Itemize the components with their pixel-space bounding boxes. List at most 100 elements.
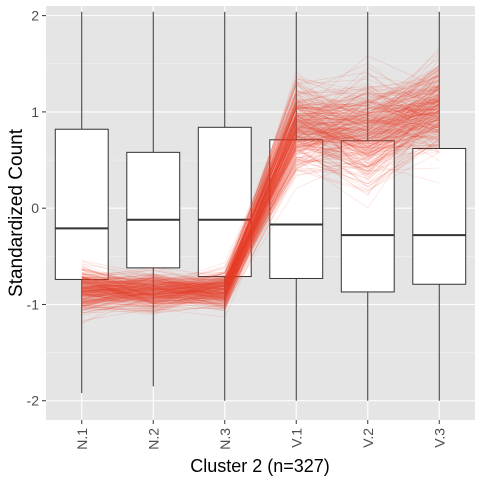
profile-line: [81, 101, 440, 304]
profile-line: [81, 127, 440, 305]
profile-line: [81, 65, 440, 283]
profile-line: [81, 83, 440, 295]
profile-line: [81, 112, 440, 301]
profile-line: [81, 126, 440, 305]
x-tick-label: N.2: [145, 428, 161, 450]
profile-line: [81, 78, 440, 293]
profile-line: [81, 101, 440, 289]
profile-line: [81, 98, 440, 299]
profile-line: [81, 132, 440, 302]
profile-line: [81, 104, 440, 299]
profile-line: [81, 104, 440, 292]
profile-line: [81, 102, 440, 303]
profile-line: [81, 98, 440, 310]
profile-line: [81, 82, 440, 301]
profile-line: [81, 107, 440, 292]
profile-line: [81, 136, 440, 314]
profile-line: [81, 75, 440, 290]
profile-line: [81, 99, 440, 291]
profile-line: [81, 95, 440, 311]
profile-line: [81, 108, 440, 300]
profile-line: [81, 89, 440, 290]
profile-line: [81, 91, 440, 305]
profile-line: [81, 121, 440, 293]
profile-line: [81, 117, 440, 324]
profile-line: [81, 106, 440, 282]
profile-line: [81, 87, 440, 298]
profile-line: [81, 118, 440, 311]
x-tick-label: V.3: [431, 428, 447, 448]
profile-line: [81, 118, 440, 303]
profile-line: [81, 116, 440, 303]
profile-line: [81, 119, 440, 303]
profile-line: [81, 127, 440, 312]
profile-line: [81, 98, 440, 296]
minor-gridlines: [46, 63, 475, 353]
profile-line: [81, 119, 440, 296]
profile-line: [81, 94, 440, 293]
profile-line: [81, 100, 440, 300]
profile-line: [81, 130, 440, 306]
profile-line: [81, 68, 440, 294]
profile-line: [81, 57, 440, 292]
profile-line: [81, 65, 440, 292]
profile-line: [81, 94, 440, 295]
profile-line: [81, 99, 440, 301]
profile-line: [81, 112, 440, 292]
x-tick-label: N.1: [74, 428, 90, 450]
profile-line: [81, 112, 440, 301]
profile-line: [81, 73, 440, 298]
profile-line: [81, 82, 440, 302]
profile-line: [81, 124, 440, 305]
profile-line: [81, 114, 440, 300]
profile-line: [81, 110, 440, 300]
profile-line: [81, 93, 440, 285]
profile-line: [81, 92, 440, 293]
profile-line: [81, 65, 440, 295]
profile-line: [81, 99, 440, 296]
profile-line: [81, 125, 440, 293]
profile-line: [81, 71, 440, 303]
profile-line: [81, 86, 440, 302]
profile-line: [81, 126, 440, 300]
profile-line: [81, 91, 440, 297]
profile-line: [81, 134, 440, 299]
profile-line: [81, 87, 440, 295]
profile-line: [81, 98, 440, 308]
profile-line: [81, 87, 440, 298]
profile-line: [81, 50, 440, 293]
profile-line: [81, 102, 440, 297]
profile-line: [81, 90, 440, 295]
box-V.2: [340, 140, 395, 293]
profile-line: [81, 93, 440, 304]
y-tick-label: -1: [27, 296, 40, 312]
profile-line: [81, 103, 440, 294]
profile-line: [81, 80, 440, 294]
profile-line: [81, 104, 440, 299]
profile-line: [81, 89, 440, 288]
profile-line: [81, 100, 440, 296]
profile-line: [81, 98, 440, 305]
profile-line: [81, 126, 440, 300]
profile-line: [81, 99, 440, 308]
box-V.1: [269, 139, 324, 279]
profile-line: [81, 141, 440, 322]
profile-line: [81, 128, 440, 307]
profile-line: [81, 120, 440, 314]
profile-line: [81, 67, 440, 289]
profile-line: [81, 135, 440, 300]
profile-line: [81, 102, 440, 299]
profile-line: [81, 77, 440, 308]
profile-line: [81, 109, 440, 302]
y-axis-ticks: -2 -1 0 1 2: [27, 8, 46, 409]
profile-line: [81, 103, 440, 309]
profile-line: [81, 119, 440, 314]
profile-line: [81, 104, 440, 302]
y-tick-label: -2: [27, 393, 40, 409]
profile-line: [81, 107, 440, 296]
profile-line: [81, 87, 440, 289]
box-N.2: [126, 151, 181, 269]
profile-line: [81, 100, 440, 291]
profile-line: [81, 71, 440, 290]
